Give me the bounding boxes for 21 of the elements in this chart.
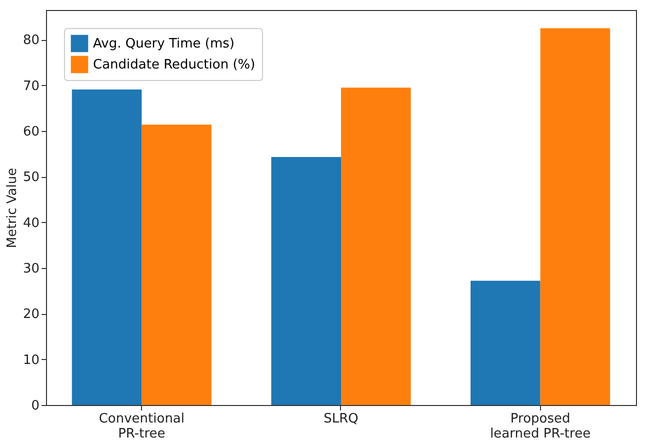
bar (341, 88, 411, 405)
x-tick-label: SLRQ (324, 412, 358, 426)
y-axis-title: Metric Value (4, 168, 20, 248)
bar (540, 28, 610, 405)
bar (470, 280, 540, 405)
bar (72, 89, 142, 405)
y-tick-label: 80 (22, 33, 40, 48)
y-tick-label: 20 (22, 307, 40, 322)
legend-label: Candidate Reduction (%) (93, 58, 256, 72)
x-tick-label: Proposed learned PR-tree (490, 412, 591, 442)
y-tick-label: 30 (22, 262, 40, 277)
y-tick-label: 10 (22, 352, 40, 368)
x-tick-label: Conventional PR-tree (98, 412, 185, 442)
bar (142, 124, 212, 405)
bar (271, 157, 341, 405)
y-tick-label: 60 (22, 124, 40, 140)
y-tick-label: 70 (22, 78, 40, 94)
y-tick-label: 50 (22, 170, 40, 186)
y-tick-label: 40 (22, 216, 40, 231)
legend-label: Avg. Query Time (ms) (93, 36, 235, 52)
y-tick-label: 0 (31, 398, 40, 414)
